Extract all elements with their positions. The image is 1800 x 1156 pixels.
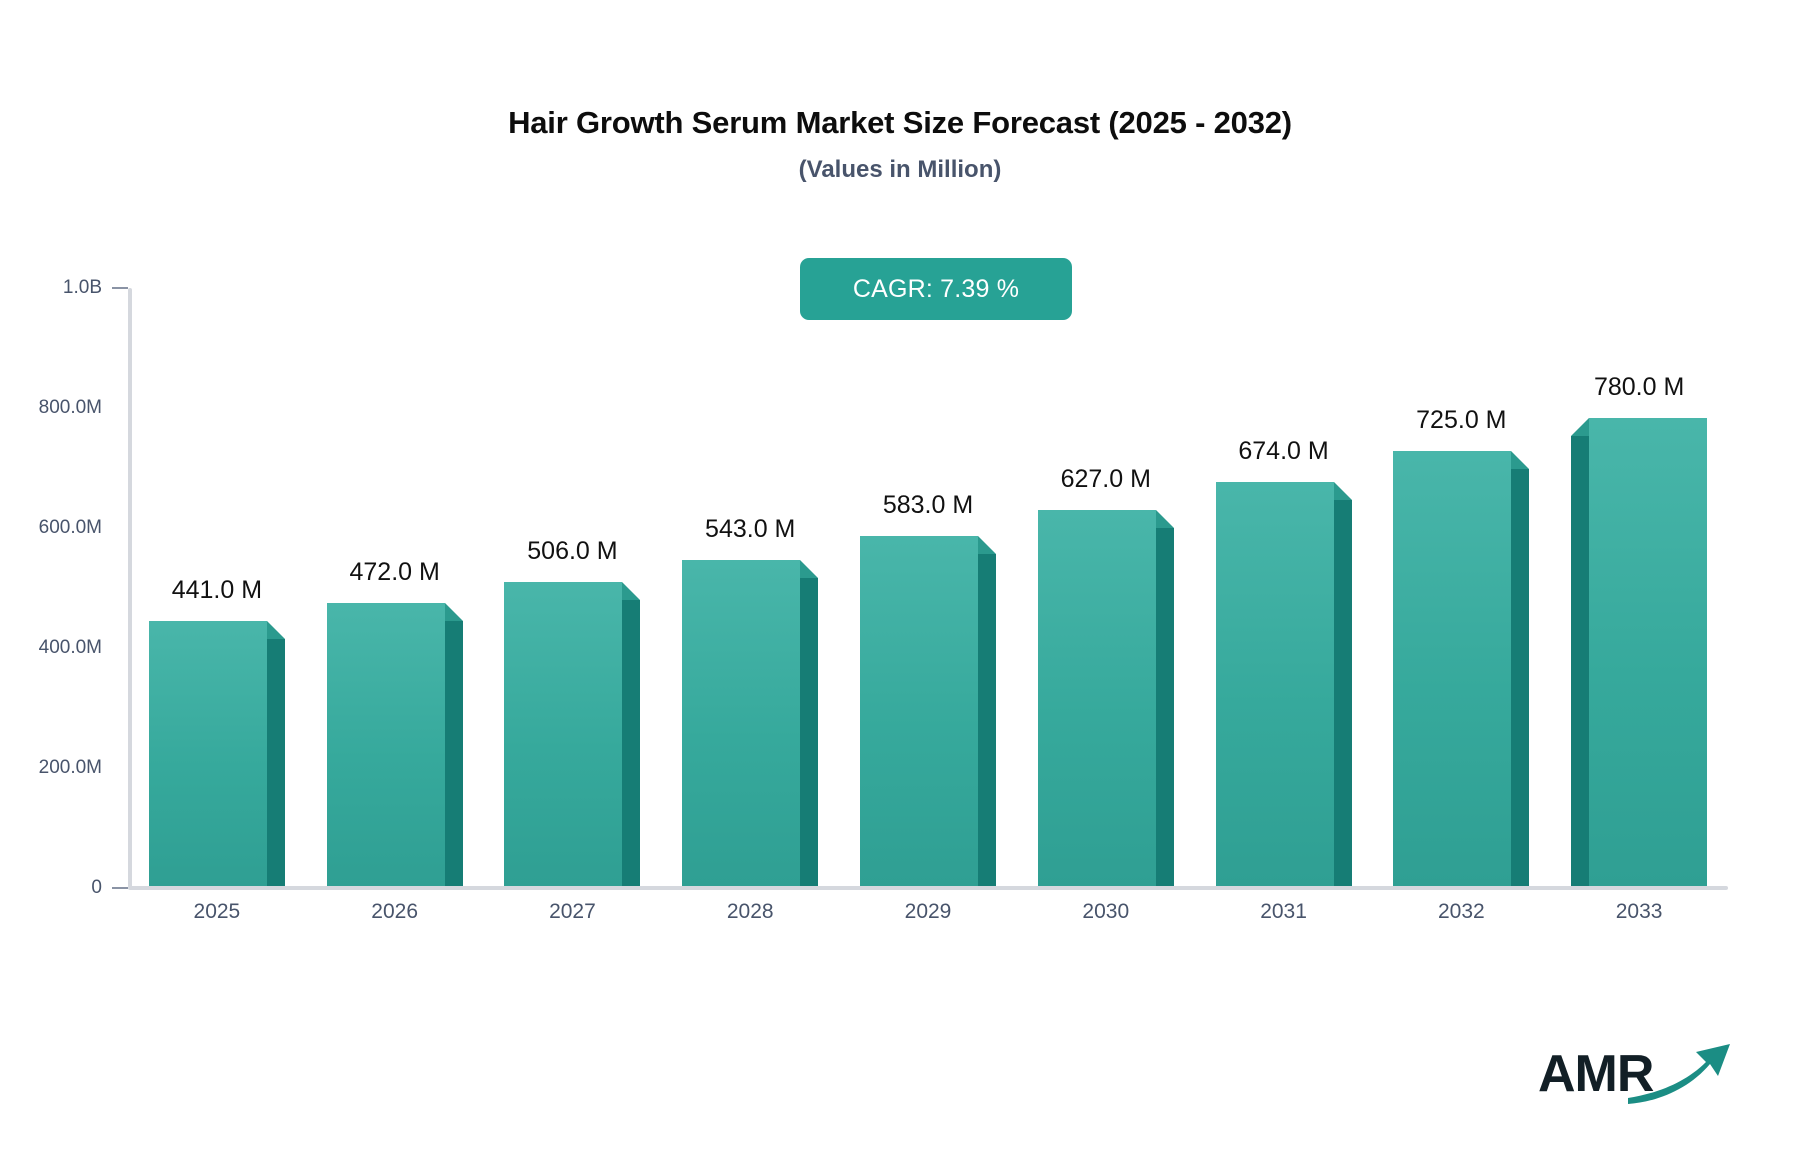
bar-side-face [800,578,819,886]
bar-front-face [1037,509,1156,886]
x-axis-line [128,886,1728,890]
x-axis-tick-label: 2026 [371,900,419,923]
bar-value-label: 583.0 M [882,491,974,520]
plot-area: 0 200.0M 400.0M 600.0M 800.0M 1.0B 441.0 M 472… [39,277,1728,898]
bar-side-face [978,554,996,886]
bar-series: 441.0 M 472.0 M 506.0 M 543.0 M 583.0 M 627.0… [128,288,1728,888]
y-axis-tick-mark [112,887,128,889]
logo-wordmark: AMR [1538,1045,1654,1103]
bar-side-face [1155,527,1174,886]
y-axis-tick-label: 200.0M [38,757,102,778]
bar-front-face [148,621,267,886]
x-axis-tick-label: 2028 [726,900,774,923]
y-axis-line [128,288,132,888]
bar-side-face [1333,499,1352,886]
bar-front-face [682,560,801,886]
bar-side-face [444,620,463,886]
bar-value-label: 674.0 M [1238,436,1329,465]
chart-subtitle: (Values in Million) [798,156,1002,184]
title-block: Hair Growth Serum Market Size Forecast (… [0,104,1800,185]
y-axis-tick-label: 600.0M [38,517,102,538]
bar-side-face [1571,436,1590,886]
bar-front-face [1215,481,1334,886]
growth-arrow-icon [1626,1042,1744,1117]
x-axis-ticks: 2025 2026 2027 2028 2029 2030 2031 2032 2033 [128,900,1728,940]
cagr-badge-label: CAGR: 7.39 % [852,274,1020,303]
bar-value-label: 627.0 M [1060,464,1151,493]
bar-front-face [1393,451,1512,886]
y-axis-tick-label: 800.0M [38,397,102,418]
x-axis-tick-label: 2030 [1082,900,1130,923]
bar-value-label: 441.0 M [171,576,263,605]
bar-value-label: 780.0 M [1593,373,1685,401]
amr-logo: AMR [1538,1040,1748,1120]
bar-front-face [326,602,445,886]
y-axis-tick-label: 0 [91,877,102,898]
y-axis-ticks: 0 200.0M 400.0M 600.0M 800.0M 1.0B [39,277,256,898]
bar-front-face [504,582,623,886]
y-axis-tick-mark [112,287,128,289]
x-axis-tick-label: 2032 [1437,900,1485,923]
bar-value-label: 506.0 M [527,537,618,566]
bar-side-face [266,639,285,886]
x-axis-tick-label: 2033 [1615,900,1663,923]
x-axis-tick-label: 2031 [1260,900,1307,923]
x-axis-tick-label: 2029 [904,900,952,923]
bar-value-label: 725.0 M [1416,406,1507,434]
bar-side-face [622,600,641,886]
bar-value-label: 543.0 M [705,515,796,544]
page-title: Hair Growth Serum Market Size Forecast (… [508,105,1292,140]
y-axis-tick-label: 1.0B [62,277,102,298]
bar-value-label: 472.0 M [349,557,440,586]
bar-side-face [1511,469,1530,886]
bar-front-face [1589,418,1708,886]
x-axis-tick-label: 2027 [549,900,596,923]
x-axis-tick-label: 2025 [193,900,241,923]
bar-front-face [860,536,978,886]
cagr-badge: CAGR: 7.39 % [800,258,1072,320]
y-axis-tick-label: 400.0M [38,637,102,658]
